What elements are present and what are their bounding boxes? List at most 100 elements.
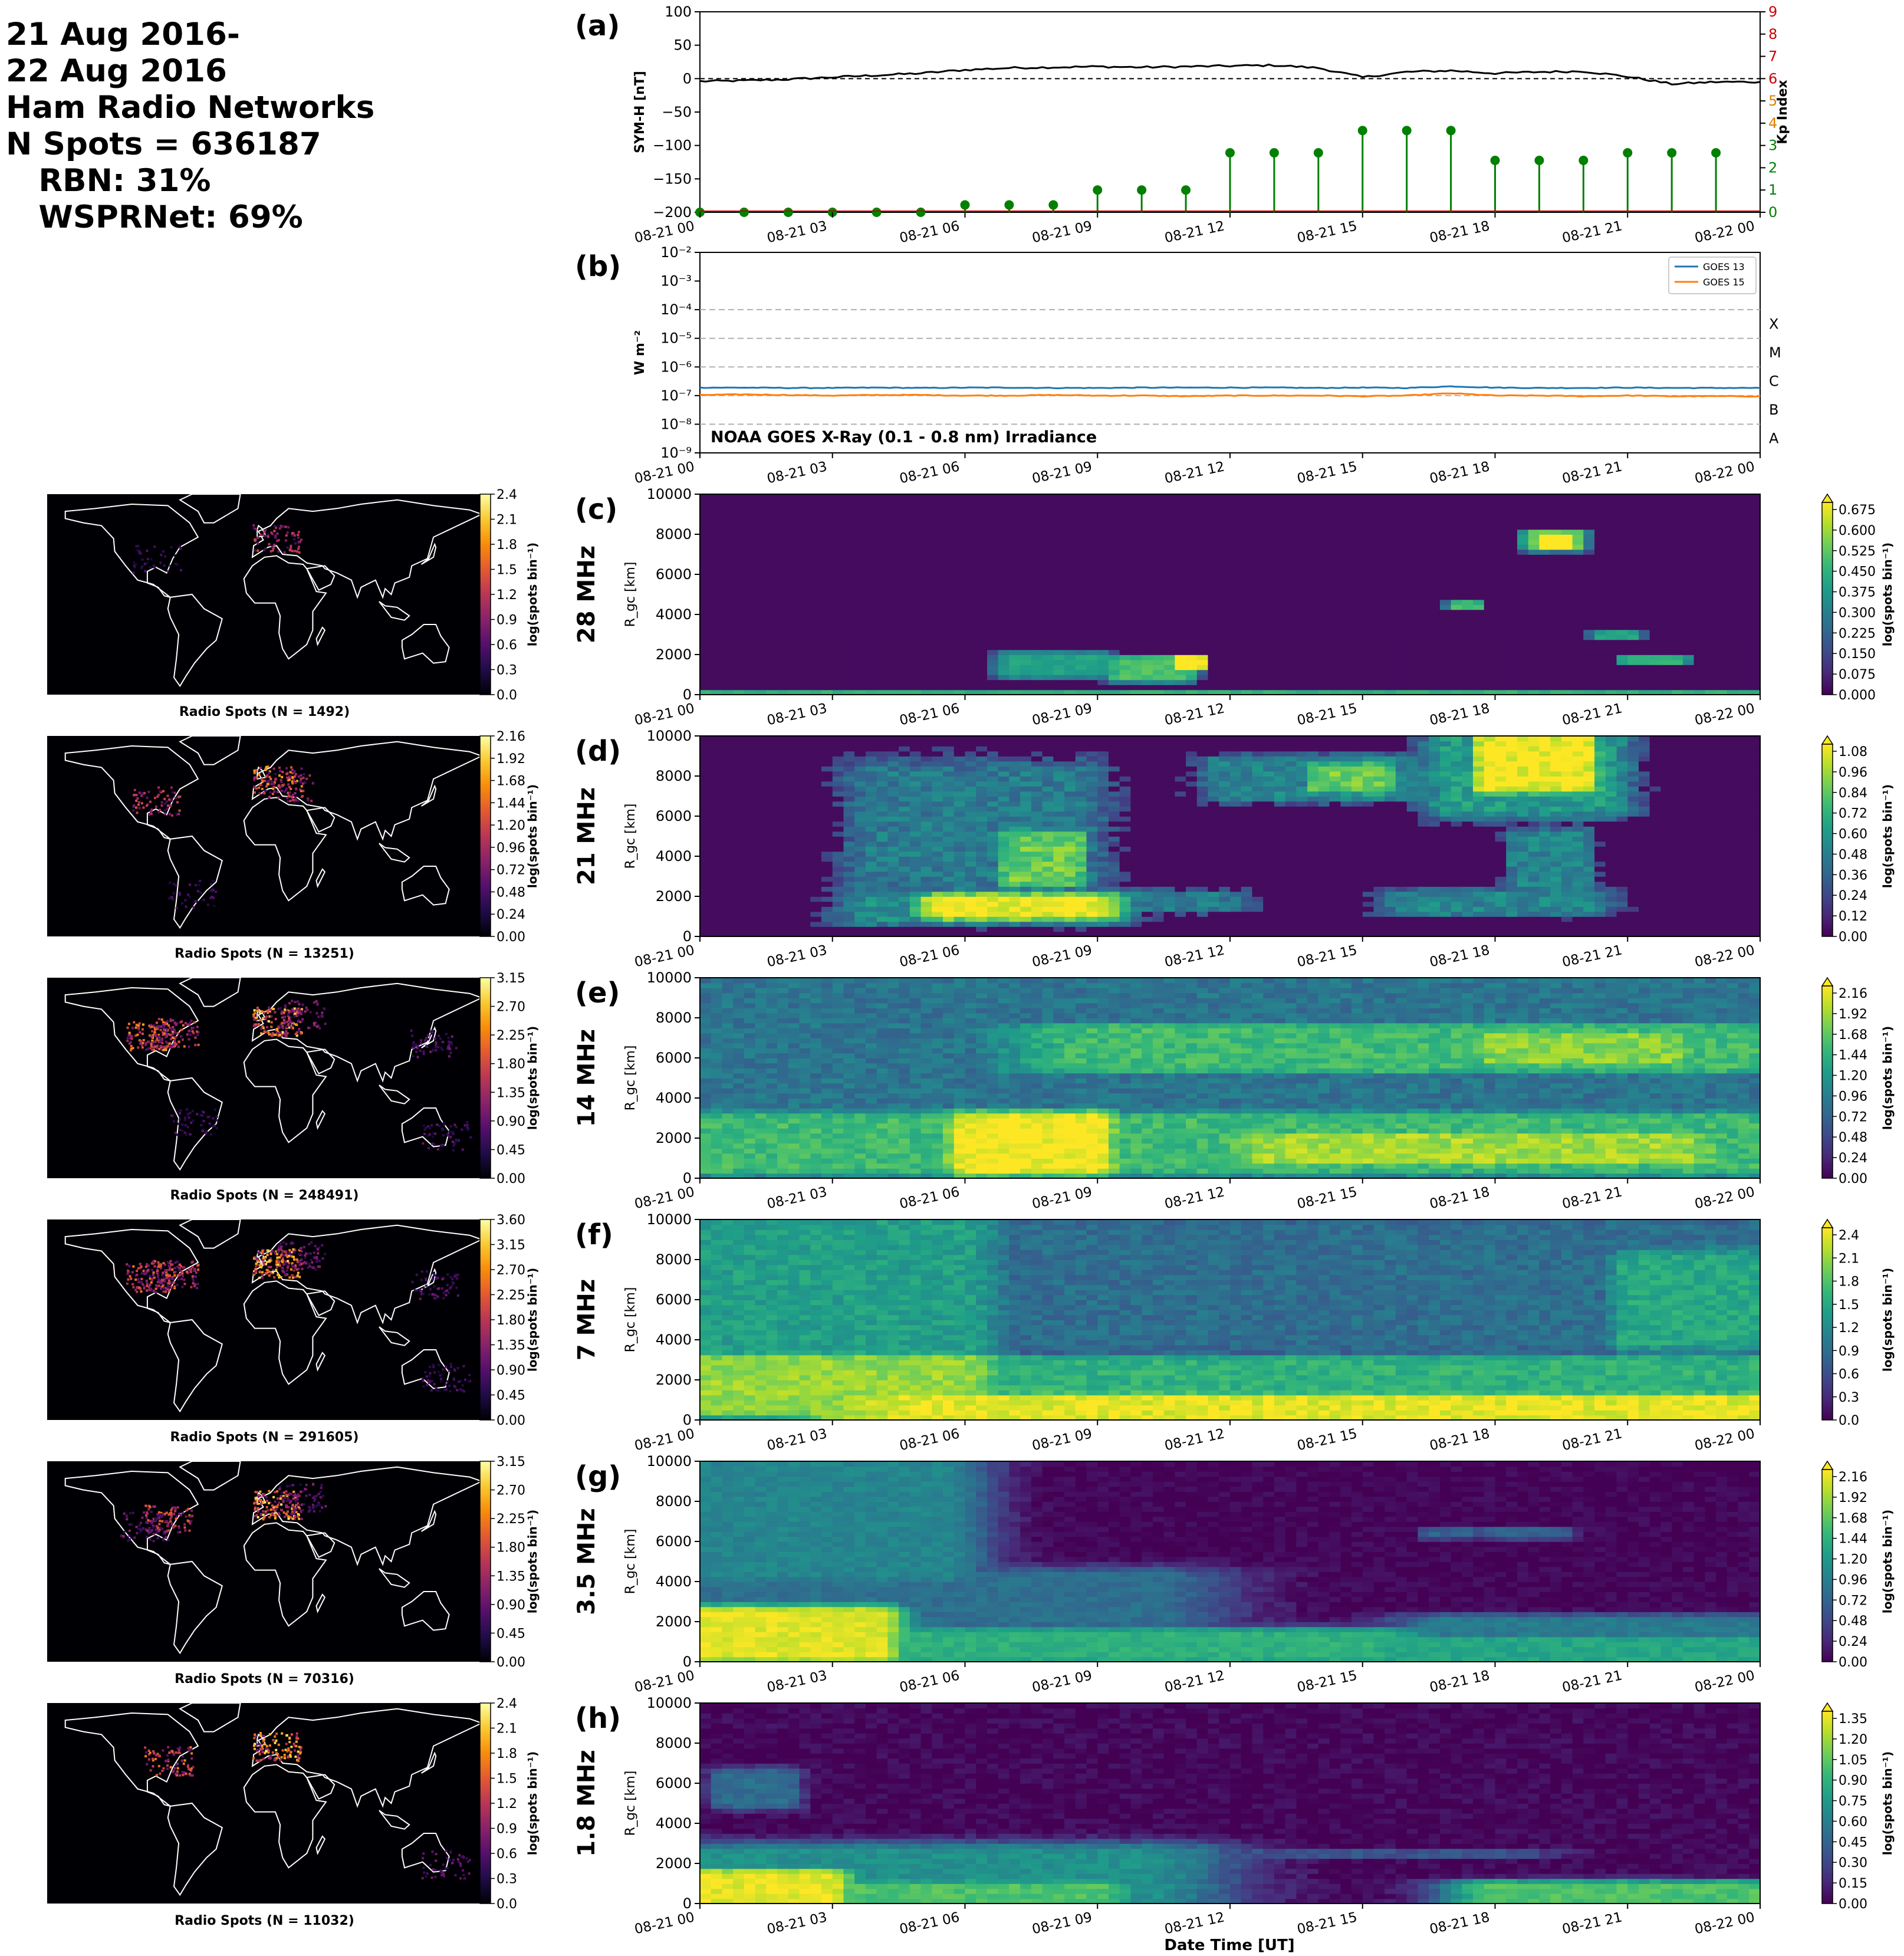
heatmap-cell xyxy=(722,736,734,742)
heatmap-cell xyxy=(1053,614,1065,620)
heatmap-cell xyxy=(821,494,833,500)
heatmap-cell xyxy=(1219,624,1231,630)
heatmap-cell xyxy=(1064,685,1076,691)
heatmap-cell xyxy=(722,791,734,797)
heatmap-cell xyxy=(1175,494,1186,500)
heatmap-cell xyxy=(1660,544,1672,550)
heatmap-cell xyxy=(1429,584,1441,590)
heatmap-cell xyxy=(1682,594,1695,600)
heatmap-cell xyxy=(1517,574,1529,580)
heatmap-cell xyxy=(932,649,943,655)
heatmap-cell xyxy=(953,519,966,525)
heatmap-cell xyxy=(943,629,955,635)
heatmap-cell xyxy=(821,534,833,540)
heatmap-cell xyxy=(766,675,778,681)
heatmap-cell xyxy=(1418,659,1429,665)
heatmap-cell xyxy=(1749,504,1761,510)
heatmap-cell xyxy=(733,826,745,832)
heatmap-cell xyxy=(1208,569,1219,575)
heatmap-cell xyxy=(1716,665,1728,670)
heatmap-cell xyxy=(1163,579,1176,585)
heatmap-cell xyxy=(1616,504,1628,510)
heatmap-cell xyxy=(876,866,889,872)
heatmap-cell xyxy=(1230,624,1242,630)
heatmap-cell xyxy=(1109,534,1120,540)
heatmap-cell xyxy=(744,649,756,655)
spot-density-cell xyxy=(146,558,149,560)
heatmap-cell xyxy=(788,786,800,792)
heatmap-cell xyxy=(854,806,866,812)
heatmap-cell xyxy=(1230,519,1242,525)
heatmap-cell xyxy=(1594,544,1606,550)
heatmap-cell xyxy=(1605,574,1617,580)
heatmap-cell xyxy=(865,786,877,792)
heatmap-cell xyxy=(733,736,745,742)
heatmap-cell xyxy=(943,645,955,650)
heatmap-cell xyxy=(1495,604,1507,610)
heatmap-cell xyxy=(711,856,723,862)
heatmap-cell xyxy=(953,544,966,550)
heatmap-cell xyxy=(722,861,734,867)
heatmap-cell xyxy=(1152,569,1165,575)
heatmap-cell xyxy=(810,786,822,792)
heatmap-cell xyxy=(1616,574,1628,580)
heatmap-cell xyxy=(810,901,822,907)
heatmap-cell xyxy=(810,659,822,665)
heatmap-cell xyxy=(932,629,943,635)
heatmap-cell xyxy=(1230,689,1242,695)
heatmap-cell xyxy=(1163,549,1176,555)
heatmap-cell xyxy=(1528,504,1540,510)
spot-density-cell xyxy=(272,547,275,550)
spot-density-cell xyxy=(257,549,259,552)
heatmap-cell xyxy=(711,629,723,635)
heatmap-cell xyxy=(744,846,756,852)
heatmap-cell xyxy=(1594,675,1606,681)
heatmap-cell xyxy=(865,761,877,767)
heatmap-cell xyxy=(766,599,778,605)
heatmap-cell xyxy=(1406,599,1419,605)
heatmap-cell xyxy=(1086,544,1098,550)
heatmap-cell xyxy=(1252,509,1264,515)
heatmap-cell xyxy=(832,665,844,670)
heatmap-cell xyxy=(733,916,745,922)
heatmap-cell xyxy=(1373,685,1385,691)
heatmap-cell xyxy=(1429,574,1441,580)
heatmap-cell xyxy=(1318,594,1330,600)
heatmap-cell xyxy=(700,635,712,640)
heatmap-cell xyxy=(777,791,789,797)
heatmap-cell xyxy=(1572,589,1584,595)
spot-density-cell xyxy=(150,558,153,561)
heatmap-cell xyxy=(1119,665,1132,670)
heatmap-cell xyxy=(722,901,734,907)
heatmap-cell xyxy=(1616,544,1628,550)
heatmap-cell xyxy=(744,504,756,510)
world-map-c xyxy=(47,494,484,716)
heatmap-cell xyxy=(1109,539,1120,545)
heatmap-cell xyxy=(887,635,899,640)
heatmap-cell xyxy=(1186,584,1198,590)
heatmap-cell xyxy=(1263,665,1275,670)
heatmap-cell xyxy=(1716,574,1728,580)
heatmap-cell xyxy=(755,559,767,565)
heatmap-cell xyxy=(722,609,734,615)
heatmap-cell xyxy=(1373,624,1385,630)
heatmap-cell xyxy=(1517,679,1529,685)
heatmap-cell xyxy=(766,579,778,585)
heatmap-cell xyxy=(1230,539,1242,545)
heatmap-cell xyxy=(1705,529,1716,535)
heatmap-cell xyxy=(777,806,789,812)
heatmap-cell xyxy=(976,494,988,500)
heatmap-cell xyxy=(777,816,789,822)
heatmap-cell xyxy=(1318,514,1330,520)
heatmap-cell xyxy=(1594,584,1606,590)
heatmap-cell xyxy=(788,801,800,807)
heatmap-cell xyxy=(1616,519,1628,525)
heatmap-cell xyxy=(920,519,933,525)
heatmap-cell xyxy=(1649,529,1662,535)
heatmap-cell xyxy=(700,761,712,767)
heatmap-cell xyxy=(1539,669,1551,675)
heatmap-cell xyxy=(1186,679,1198,685)
heatmap-cell xyxy=(1727,534,1739,540)
heatmap-cell xyxy=(998,639,1010,645)
heatmap-cell xyxy=(887,574,899,580)
